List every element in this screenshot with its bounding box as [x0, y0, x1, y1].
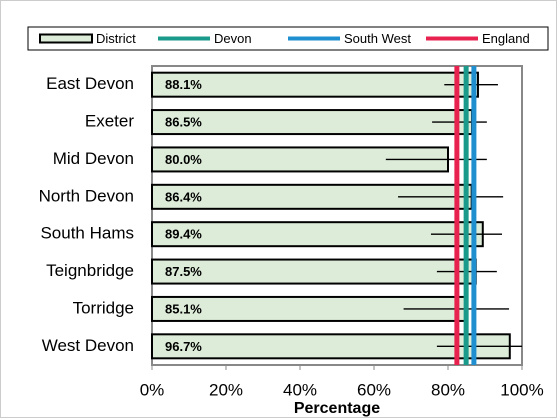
bar [151, 109, 474, 136]
legend-label: South West [344, 31, 411, 46]
y-tick-label: Torridge [73, 298, 134, 317]
y-tick-label: South Hams [40, 224, 134, 243]
y-tick-label: North Devon [39, 186, 134, 205]
x-tick-label: 0% [140, 380, 165, 399]
bar [151, 258, 477, 285]
data-label: 80.0% [165, 152, 202, 167]
y-tick-label: West Devon [42, 336, 134, 355]
y-tick-label: Teignbridge [46, 261, 134, 280]
data-label: 96.7% [165, 339, 202, 354]
legend-label: Devon [214, 31, 252, 46]
data-label: 88.1% [165, 77, 202, 92]
legend-label: England [482, 31, 530, 46]
y-tick-label: Exeter [85, 112, 134, 131]
data-label: 86.4% [165, 189, 202, 204]
data-label: 85.1% [165, 301, 202, 316]
y-tick-label: Mid Devon [53, 149, 134, 168]
data-label: 89.4% [165, 227, 202, 242]
legend-label: District [96, 31, 136, 46]
legend-swatch [39, 33, 93, 44]
y-tick-label: East Devon [46, 74, 134, 93]
x-tick-label: 20% [209, 380, 243, 399]
x-tick-label: 100% [500, 380, 543, 399]
data-label: 86.5% [165, 115, 202, 130]
bar [151, 71, 479, 98]
x-tick-label: 80% [431, 380, 465, 399]
x-tick-label: 40% [283, 380, 317, 399]
data-label: 87.5% [165, 264, 202, 279]
x-tick-label: 60% [357, 380, 391, 399]
x-axis-label: Percentage [294, 400, 380, 417]
